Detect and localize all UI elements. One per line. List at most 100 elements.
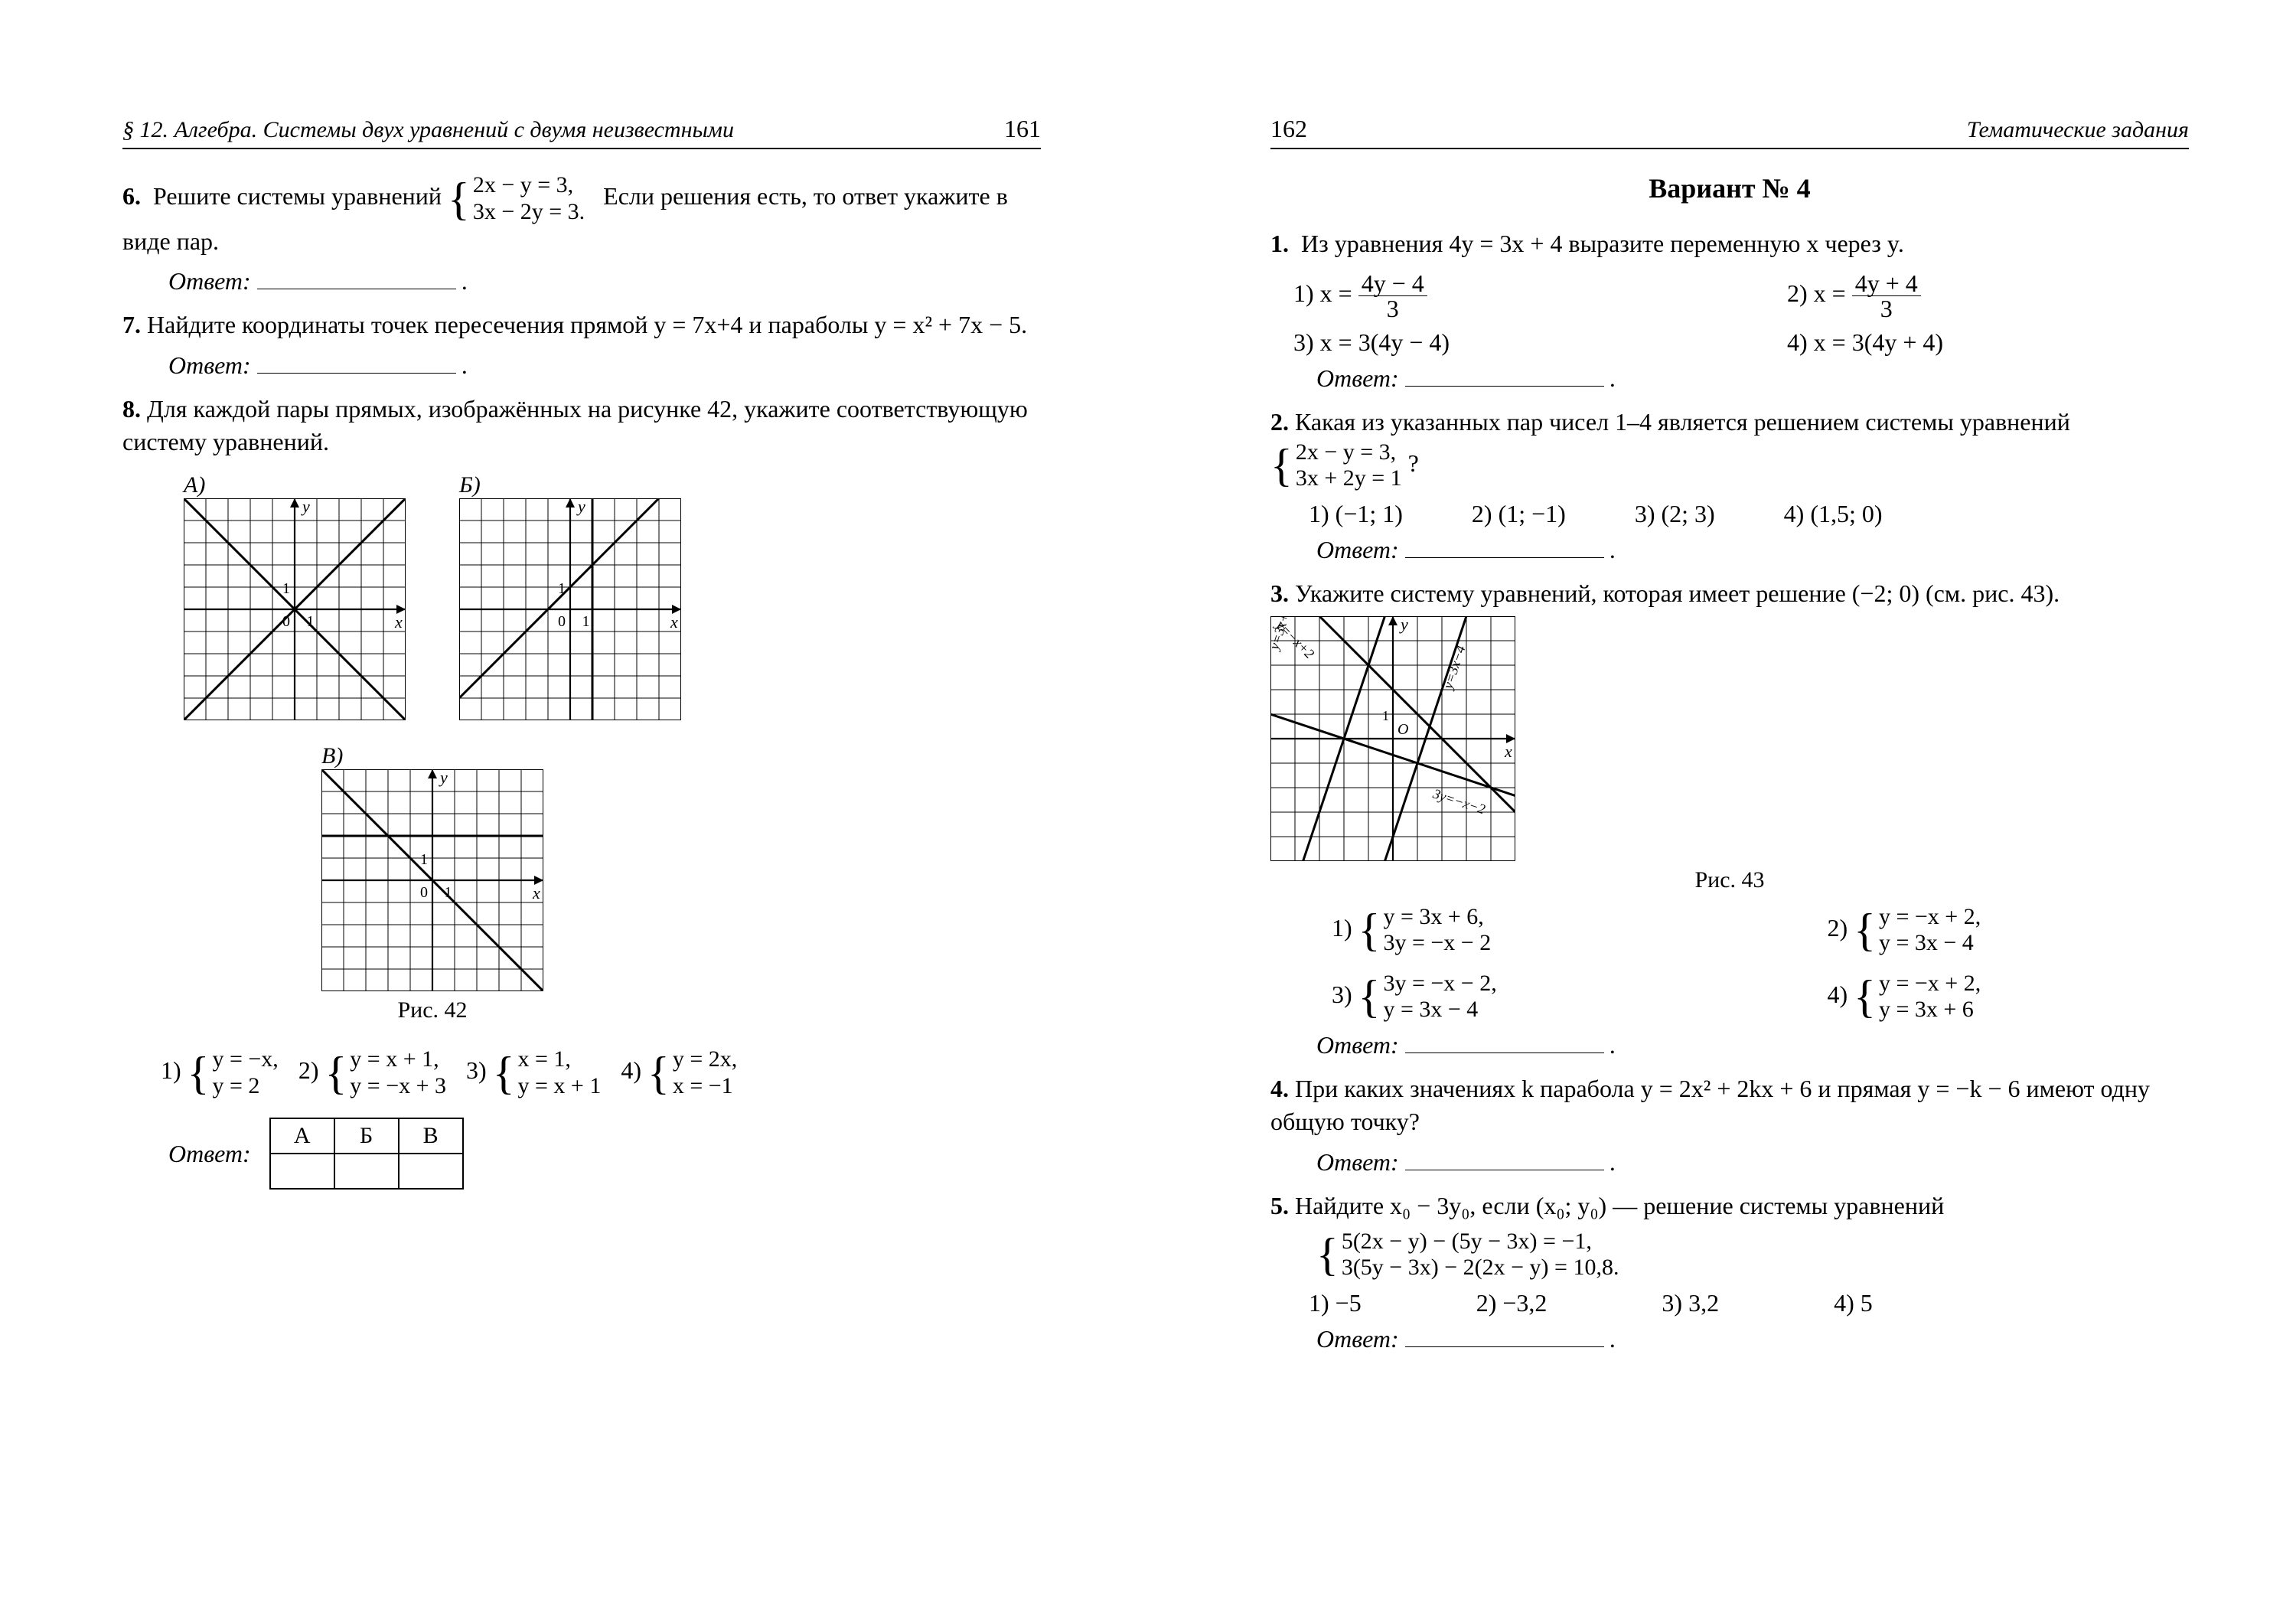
answer-table-abv: А Б В <box>269 1118 464 1190</box>
fig-label-B: Б) <box>459 472 481 498</box>
p1-opt2: 2) x = 4y + 43 <box>1787 271 2189 321</box>
answer-label: Ответ: <box>1316 1148 1399 1176</box>
answer-6: Ответ: . <box>168 264 1041 298</box>
p3-o3a: 3y = −x − 2, <box>1383 971 1496 997</box>
p1-opt1: 1) x = 4y − 43 <box>1293 271 1695 321</box>
p2-options: 1) (−1; 1) 2) (1; −1) 3) (2; 3) 4) (1,5;… <box>1309 500 2189 528</box>
cell-B[interactable] <box>334 1154 399 1189</box>
p2-opt3: 3) (2; 3) <box>1635 500 1715 528</box>
problem-8-text: Для каждой пары прямых, изображённых на … <box>122 395 1028 455</box>
answer-label: Ответ: <box>1316 536 1399 563</box>
answer-1: Ответ: . <box>1316 361 2189 395</box>
answer-2: Ответ: . <box>1316 533 2189 566</box>
p1-opt3: 3) x = 3(4y − 4) <box>1293 328 1695 357</box>
answer-label: Ответ: <box>1316 1325 1399 1353</box>
opt2-a: y = x + 1, <box>350 1046 446 1073</box>
opt1-a: y = −x, <box>212 1046 278 1073</box>
graph-43: xyy=3x+63y=−x−2y=−x+2y=3x−4O1 <box>1270 616 1515 861</box>
problem-6: 6. Решите системы уравнений { 2x − y = 3… <box>122 172 1041 258</box>
page-number: 162 <box>1270 115 1307 143</box>
p3-o3b: y = 3x − 4 <box>1383 997 1496 1023</box>
opt1-b: y = 2 <box>212 1073 278 1100</box>
p1-o2-l: 2) x = <box>1787 279 1846 307</box>
problem-6-lead: Решите системы уравнений <box>153 182 442 210</box>
p1-o1-l: 1) x = <box>1293 279 1352 307</box>
problem-7: 7. Найдите координаты точек пересечения … <box>122 308 1041 341</box>
p3-text: Укажите систему уравнений, которая имеет… <box>1295 579 2060 607</box>
answer-3: Ответ: . <box>1316 1028 2189 1062</box>
p5-opt1: 1) −5 <box>1309 1289 1362 1317</box>
p3-options: 1) { y = 3x + 6, 3y = −x − 2 2) { y = −x… <box>1332 904 2189 1023</box>
cell-A[interactable] <box>270 1154 334 1189</box>
p1-o1-den: 3 <box>1358 296 1427 321</box>
svg-text:O: O <box>1397 721 1408 738</box>
p1-text: Из уравнения 4y = 3x + 4 выразите переме… <box>1301 230 1904 257</box>
answer-blank[interactable] <box>257 348 456 374</box>
answer-blank[interactable] <box>1405 1322 1604 1347</box>
answer-label: Ответ: <box>168 351 251 379</box>
answer-label: Ответ: <box>1316 364 1399 392</box>
opt2-b: y = −x + 3 <box>350 1073 446 1100</box>
p3-o2b: y = 3x − 4 <box>1879 930 1981 957</box>
answer-8-row: Ответ: А Б В <box>168 1118 1041 1190</box>
p2-opt4: 4) (1,5; 0) <box>1784 500 1883 528</box>
p3-o1b: 3y = −x − 2 <box>1383 930 1491 957</box>
svg-text:1: 1 <box>582 613 590 630</box>
p5-opt3: 3) 3,2 <box>1662 1289 1719 1317</box>
variant-heading: Вариант № 4 <box>1270 172 2189 204</box>
svg-text:y: y <box>1399 616 1408 634</box>
p2-opt2: 2) (1; −1) <box>1472 500 1566 528</box>
svg-text:1: 1 <box>420 851 428 868</box>
figure-43-container: xyy=3x+63y=−x−2y=−x+2y=3x−4O1 Рис. 43 <box>1270 616 2189 893</box>
p6-eq1: 2x − y = 3, <box>473 172 585 199</box>
running-head-left: § 12. Алгебра. Системы двух уравнений с … <box>122 115 1041 149</box>
fig43-caption: Рис. 43 <box>1270 867 2189 893</box>
p5-eq1: 5(2x − y) − (5y − 3x) = −1, <box>1342 1229 1619 1255</box>
col-A: А <box>270 1118 334 1154</box>
answer-label: Ответ: <box>1316 1031 1399 1059</box>
answer-7: Ответ: . <box>168 348 1041 382</box>
svg-text:x: x <box>394 612 403 632</box>
section-title: § 12. Алгебра. Системы двух уравнений с … <box>122 117 734 143</box>
answer-label: Ответ: <box>168 1140 251 1168</box>
answer-blank[interactable] <box>1405 361 1604 387</box>
p8-opt2: 2) { y = x + 1, y = −x + 3 <box>298 1046 446 1099</box>
running-head-right: 162 Тематические задания <box>1270 115 2189 149</box>
answer-label: Ответ: <box>168 267 251 295</box>
p1-o2-den: 3 <box>1852 296 1921 321</box>
col-V: В <box>399 1118 463 1154</box>
p1-o2-num: 4y + 4 <box>1852 271 1921 296</box>
problem-3: 3. Укажите систему уравнений, которая им… <box>1270 577 2189 610</box>
figure-42-row1: А) xy011 Б) xy011 <box>184 472 1041 720</box>
cell-V[interactable] <box>399 1154 463 1189</box>
answer-blank[interactable] <box>257 264 456 289</box>
p5-system: { 5(2x − y) − (5y − 3x) = −1, 3(5y − 3x)… <box>1316 1229 2189 1281</box>
problem-1: 1. Из уравнения 4y = 3x + 4 выразите пер… <box>1270 227 2189 260</box>
p3-o2a: y = −x + 2, <box>1879 904 1981 931</box>
p5-eq2: 3(5y − 3x) − 2(2x − y) = 10,8. <box>1342 1255 1619 1281</box>
p3-o4b: y = 3x + 6 <box>1879 997 1981 1023</box>
graph-B: xy011 <box>459 498 681 720</box>
p3-o1a: y = 3x + 6, <box>1383 904 1491 931</box>
figure-42-row2: В) xy011 Рис. 42 <box>321 743 1041 1023</box>
fig-label-A: А) <box>184 472 205 498</box>
answer-blank[interactable] <box>1405 1028 1604 1053</box>
p8-opt1: 1) { y = −x, y = 2 <box>161 1046 279 1099</box>
answer-5: Ответ: . <box>1316 1322 2189 1356</box>
p8-opt4: 4) { y = 2x, x = −1 <box>621 1046 737 1099</box>
graph-A: xy011 <box>184 498 406 720</box>
p3-opt1: 1) { y = 3x + 6, 3y = −x − 2 <box>1332 904 1705 957</box>
svg-text:0: 0 <box>558 613 566 630</box>
problem-5: 5. Найдите x₀ − 3y₀, если (x₀; y₀) — реш… <box>1270 1190 2189 1222</box>
svg-text:1: 1 <box>1382 708 1389 723</box>
answer-blank[interactable] <box>1405 533 1604 558</box>
opt4-b: x = −1 <box>673 1073 737 1100</box>
col-B: Б <box>334 1118 399 1154</box>
svg-text:y: y <box>301 498 310 516</box>
p2-text: Какая из указанных пар чисел 1–4 являетс… <box>1295 408 2070 436</box>
answer-blank[interactable] <box>1405 1145 1604 1170</box>
p3-opt3: 3) { 3y = −x − 2, y = 3x − 4 <box>1332 971 1705 1023</box>
p1-options: 1) x = 4y − 43 2) x = 4y + 43 3) x = 3(4… <box>1293 271 2189 357</box>
graph-V: xy011 <box>321 769 543 991</box>
p2-eq2: 3x + 2y = 1 <box>1296 465 1402 492</box>
